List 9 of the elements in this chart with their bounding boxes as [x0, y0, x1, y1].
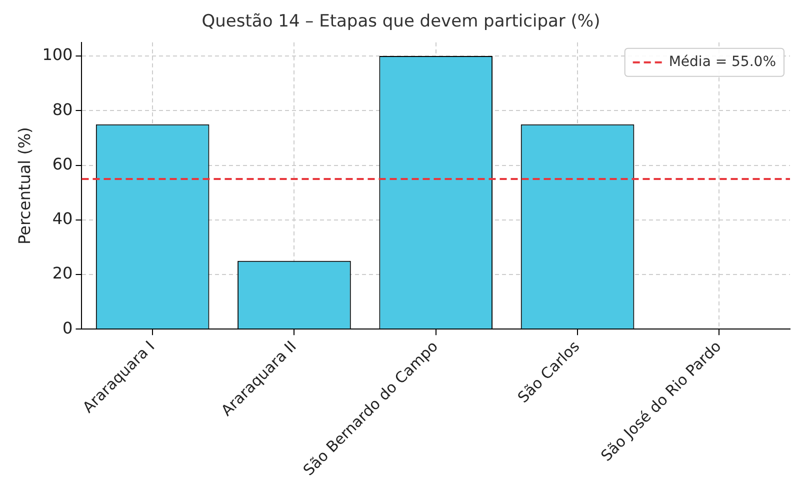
y-tick-label: 0: [62, 318, 73, 338]
y-axis-title: Percentual (%): [14, 127, 34, 244]
y-tick-label: 20: [52, 264, 73, 283]
legend-label: Média = 55.0%: [668, 54, 776, 70]
y-tick-label: 40: [52, 209, 73, 228]
chart-title: Questão 14 – Etapas que devem participar (%): [202, 12, 600, 32]
y-tick-label: 80: [52, 100, 73, 119]
y-tick-label: 100: [42, 45, 73, 64]
y-tick-label: 60: [52, 154, 73, 174]
